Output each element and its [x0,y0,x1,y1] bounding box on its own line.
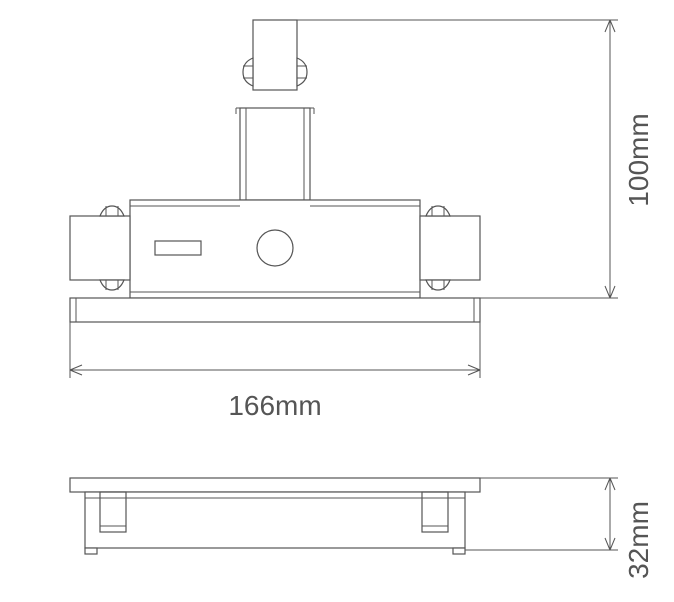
side-body [85,492,465,548]
top-stub [253,20,297,90]
dimension-depth: 32mm [465,478,654,579]
technical-drawing: 166mm 100mm 32mm [0,0,674,602]
right-stub-clip-bottom [426,280,450,290]
side-top-flange [70,478,480,492]
dimension-depth-label: 32mm [623,501,654,579]
top-stub-clip-left [243,58,253,86]
dimension-width: 166mm [70,322,480,421]
side-view [70,478,480,554]
base-plate [70,298,480,322]
t-arm-vertical [236,108,314,200]
dimension-height-label: 100mm [623,113,654,206]
left-stub-clip-top [100,206,124,216]
left-stub [70,216,130,280]
right-stub [420,216,480,280]
dimension-width-label: 166mm [228,390,321,421]
side-foot-right [453,548,465,554]
side-foot-left [85,548,97,554]
top-stub-clip-right [297,58,307,86]
left-stub-clip-bottom [100,280,124,290]
right-stub-clip-top [426,206,450,216]
t-body [130,200,420,298]
top-view [70,20,480,322]
